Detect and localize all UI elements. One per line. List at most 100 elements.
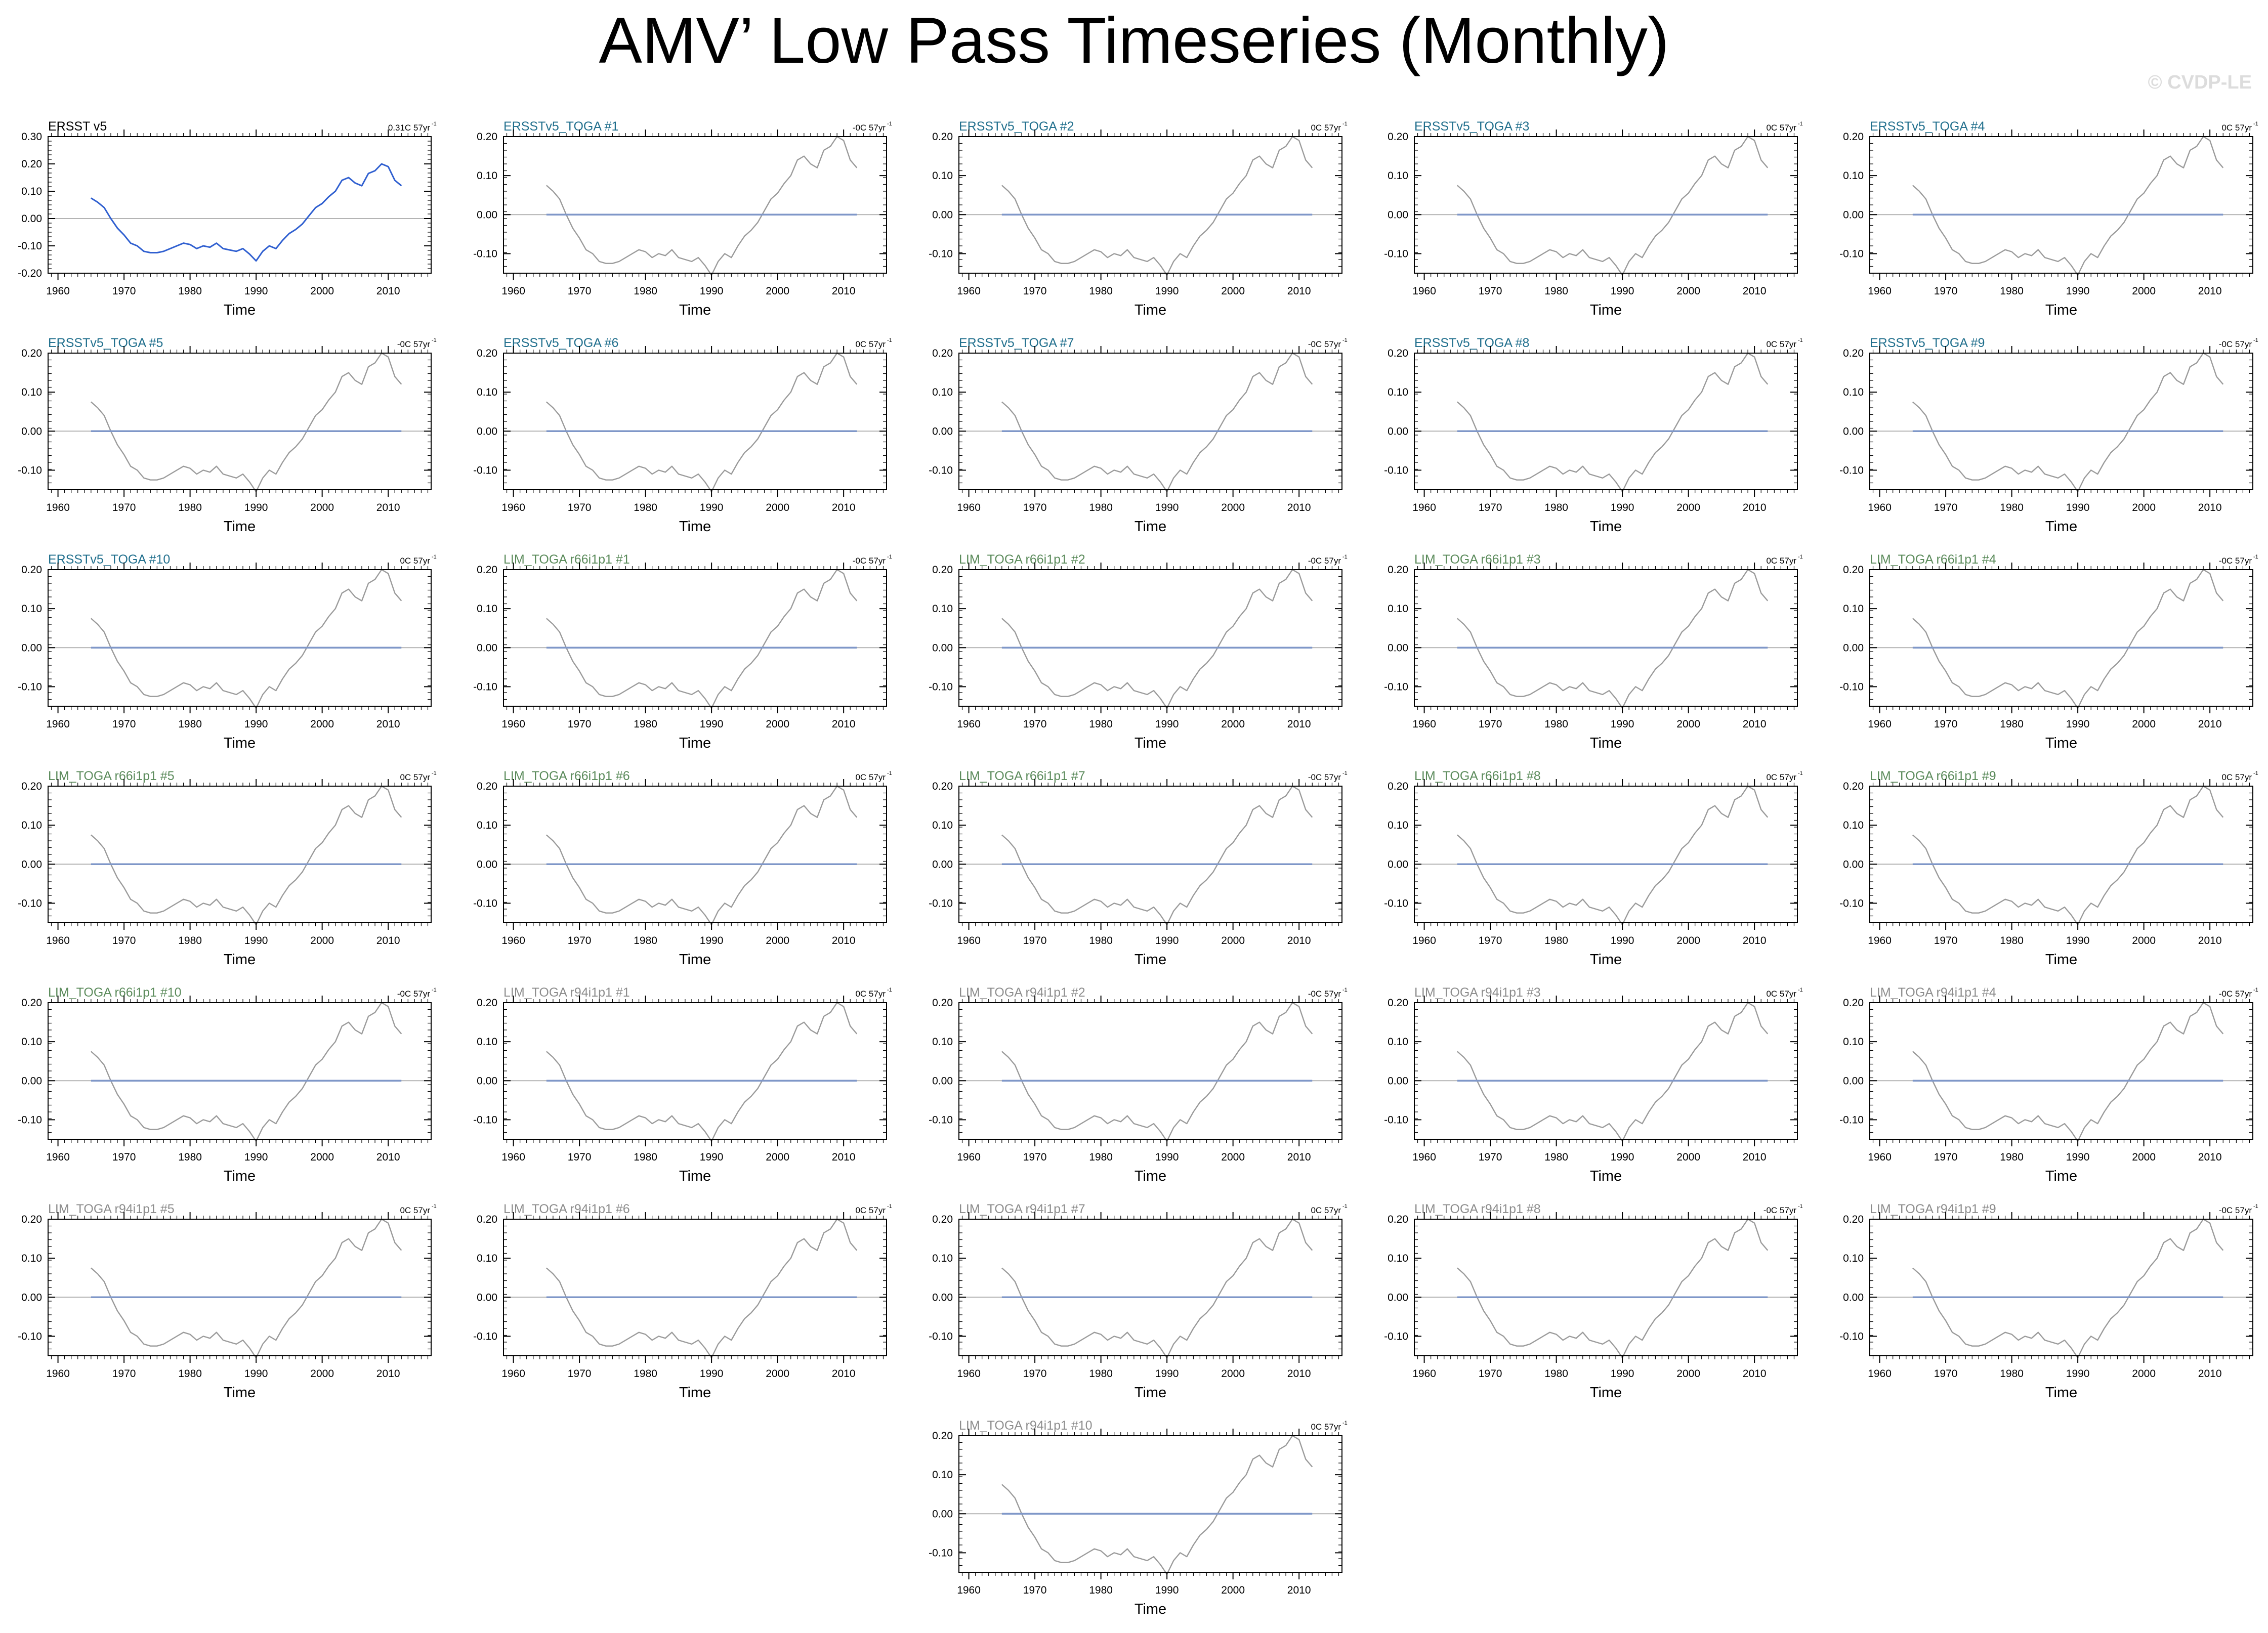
plot-frame xyxy=(1414,1219,1798,1356)
x-tick-label: 1990 xyxy=(2066,502,2090,513)
x-tick-label: 2010 xyxy=(1743,935,1767,947)
x-axis-title: Time xyxy=(1590,735,1622,751)
y-tick-label: 0.10 xyxy=(21,1253,42,1264)
panel-chart: ERSSTv5_TOGA #6 0C 57yr -1 0.20 0.10 0.00 -0.1… xyxy=(473,336,892,535)
y-tick-label: 0.20 xyxy=(21,564,42,576)
timeseries-panel: LIM_TOGA r66i1p1 #8 0C 57yr -1 0.20 0.10 0.00… xyxy=(1366,756,1822,968)
panel-label: LIM_TOGA r94i1p1 #7 xyxy=(959,1202,1085,1216)
x-axis-title: Time xyxy=(1590,952,1622,968)
x-axis-title: Time xyxy=(1590,1385,1622,1401)
y-tick-label: 0.20 xyxy=(477,997,497,1009)
x-tick-label: 2000 xyxy=(1221,285,1245,297)
y-tick-label: -0.10 xyxy=(18,681,42,693)
y-tick-label: -0.10 xyxy=(1384,1114,1408,1126)
y-tick-label: 0.10 xyxy=(477,820,497,831)
timeseries-panel: LIM_TOGA r66i1p1 #9 0C 57yr -1 0.20 0.10 0.00… xyxy=(1822,756,2268,968)
x-axis-title: Time xyxy=(1590,519,1622,535)
x-axis-title: Time xyxy=(2045,1385,2077,1401)
x-tick-label: 1960 xyxy=(501,935,525,947)
x-tick-label: 1960 xyxy=(46,935,70,947)
y-tick-label: 0.20 xyxy=(21,1214,42,1225)
x-axis-title: Time xyxy=(679,952,711,968)
reference-series-line xyxy=(91,785,402,926)
y-tick-label: 0.10 xyxy=(1843,1253,1864,1264)
x-tick-label: 1970 xyxy=(568,502,592,513)
y-tick-label: -0.10 xyxy=(18,240,42,252)
y-tick-label: 0.20 xyxy=(932,1214,953,1225)
x-tick-label: 1990 xyxy=(1611,1151,1634,1163)
x-tick-label: 1980 xyxy=(1544,935,1568,947)
x-tick-label: 2000 xyxy=(1221,1584,1245,1596)
plot-frame xyxy=(503,136,887,274)
x-tick-label: 1980 xyxy=(634,935,657,947)
x-axis-title: Time xyxy=(679,1168,711,1184)
y-tick-label: 0.20 xyxy=(477,131,497,143)
y-tick-label: 0.00 xyxy=(932,209,953,221)
plot-frame xyxy=(48,1002,432,1140)
y-tick-label: -0.10 xyxy=(473,897,497,909)
trend-annotation: 0C 57yr xyxy=(2221,123,2252,133)
panel-label: LIM_TOGA r94i1p1 #10 xyxy=(959,1419,1093,1433)
trend-annotation: -0C 57yr xyxy=(2219,1206,2252,1215)
x-tick-label: 1980 xyxy=(1089,718,1113,730)
trend-exponent: -1 xyxy=(1798,1204,1803,1210)
panel-label: LIM_TOGA r94i1p1 #4 xyxy=(1870,985,1996,1000)
trend-annotation: 0C 57yr xyxy=(855,1206,886,1215)
x-tick-label: 2000 xyxy=(310,935,334,947)
timeseries-panel: ERSSTv5_TOGA #4 0C 57yr -1 0.20 0.10 0.00 -0.1… xyxy=(1822,106,2268,319)
y-tick-label: -0.20 xyxy=(18,268,42,279)
panel-label: ERSSTv5_TOGA #5 xyxy=(48,336,163,350)
x-tick-label: 1960 xyxy=(46,1368,70,1380)
y-tick-label: 0.20 xyxy=(21,781,42,792)
x-axis-title: Time xyxy=(224,735,256,751)
x-tick-label: 1960 xyxy=(1868,1151,1892,1163)
y-tick-label: 0.10 xyxy=(1843,386,1864,398)
x-tick-label: 1980 xyxy=(2000,285,2024,297)
panel-chart: ERSSTv5_TOGA #3 0C 57yr -1 0.20 0.10 0.00 -0.1… xyxy=(1384,119,1803,318)
x-tick-label: 1970 xyxy=(1023,1584,1047,1596)
trend-exponent: -1 xyxy=(1798,987,1803,993)
y-tick-label: 0.00 xyxy=(1388,425,1408,437)
x-axis-title: Time xyxy=(2045,302,2077,318)
y-tick-label: -0.10 xyxy=(929,1547,953,1559)
x-tick-label: 2000 xyxy=(766,718,789,730)
x-tick-label: 1960 xyxy=(46,502,70,513)
y-tick-label: 0.00 xyxy=(477,858,497,870)
x-tick-label: 2000 xyxy=(310,1151,334,1163)
x-tick-label: 1980 xyxy=(178,718,202,730)
x-tick-label: 1990 xyxy=(244,1368,268,1380)
trend-annotation: 0C 57yr xyxy=(1766,989,1796,999)
x-tick-label: 1970 xyxy=(568,1151,592,1163)
y-tick-label: -0.10 xyxy=(473,1114,497,1126)
panel-label: ERSSTv5_TOGA #10 xyxy=(48,552,170,567)
x-tick-label: 2000 xyxy=(2132,718,2156,730)
x-axis-title: Time xyxy=(1135,1601,1166,1617)
plot-frame xyxy=(1414,1002,1798,1140)
timeseries-panel: LIM_TOGA r66i1p1 #5 0C 57yr -1 0.20 0.10 0.00… xyxy=(0,756,455,968)
x-tick-label: 1990 xyxy=(244,718,268,730)
x-tick-label: 2000 xyxy=(310,1368,334,1380)
trend-annotation: -0C 57yr xyxy=(2219,989,2252,999)
trend-exponent: -1 xyxy=(1342,987,1348,993)
x-tick-label: 1980 xyxy=(178,935,202,947)
y-tick-label: 0.00 xyxy=(932,425,953,437)
y-tick-label: 0.00 xyxy=(1388,858,1408,870)
panel-label: ERSSTv5_TOGA #6 xyxy=(503,336,618,350)
panel-chart: LIM_TOGA r94i1p1 #1 0C 57yr -1 0.20 0.10 0.00… xyxy=(473,985,892,1184)
x-tick-label: 1990 xyxy=(1155,1151,1179,1163)
reference-series-line xyxy=(546,785,858,926)
y-tick-label: 0.20 xyxy=(932,564,953,576)
x-tick-label: 1990 xyxy=(1155,1584,1179,1596)
y-tick-label: 0.00 xyxy=(1388,1075,1408,1087)
x-tick-label: 1960 xyxy=(1412,718,1436,730)
panel-label: LIM_TOGA r94i1p1 #2 xyxy=(959,985,1085,1000)
x-tick-label: 1990 xyxy=(1155,502,1179,513)
x-tick-label: 1970 xyxy=(112,935,136,947)
y-tick-label: 0.00 xyxy=(21,1292,42,1303)
x-tick-label: 1960 xyxy=(1868,285,1892,297)
x-axis-title: Time xyxy=(1135,952,1166,968)
panel-label: ERSSTv5_TOGA #4 xyxy=(1870,119,1985,134)
x-tick-label: 1980 xyxy=(1544,1368,1568,1380)
x-tick-label: 1960 xyxy=(957,718,981,730)
